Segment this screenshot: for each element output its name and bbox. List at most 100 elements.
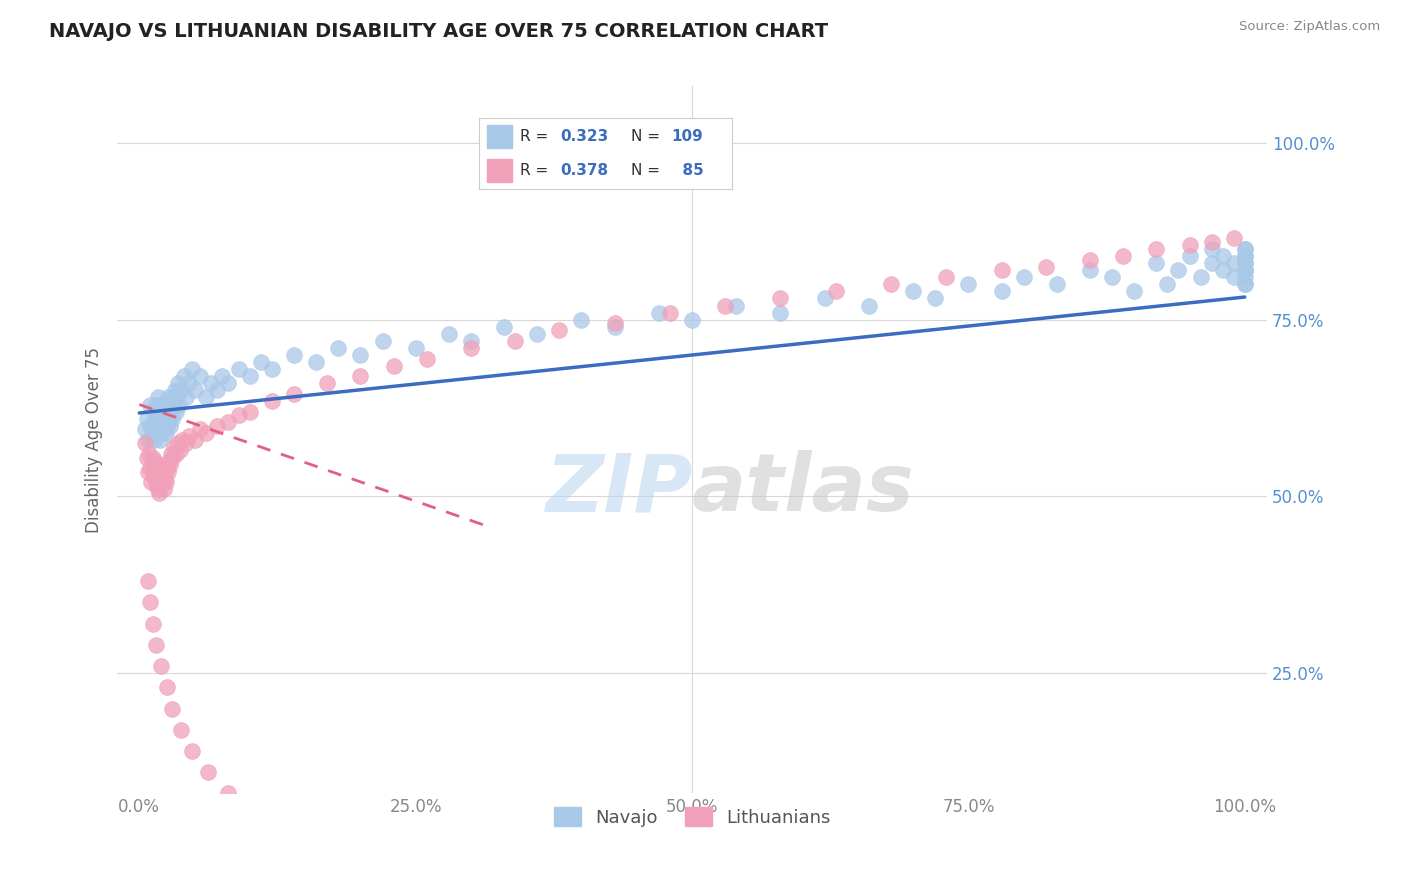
Point [1167, 263, 1189, 277]
Point [1046, 277, 1069, 292]
Text: NAVAJO VS LITHUANIAN DISABILITY AGE OVER 75 CORRELATION CHART: NAVAJO VS LITHUANIAN DISABILITY AGE OVER… [49, 22, 828, 41]
Point [172, 433, 194, 447]
Point [163, 384, 186, 398]
Point [205, 418, 228, 433]
Point [924, 292, 946, 306]
Point [526, 326, 548, 341]
Point [160, 447, 183, 461]
Point [142, 450, 165, 465]
Point [174, 436, 197, 450]
Point [1233, 256, 1256, 270]
Point [156, 681, 179, 695]
Point [194, 391, 217, 405]
Point [152, 425, 174, 440]
Point [136, 433, 159, 447]
Point [157, 411, 180, 425]
Point [305, 355, 328, 369]
Point [157, 391, 180, 405]
Point [769, 292, 792, 306]
Point [382, 359, 405, 373]
Point [159, 458, 181, 472]
Point [1233, 263, 1256, 277]
Point [142, 433, 165, 447]
Point [188, 422, 211, 436]
Point [145, 418, 167, 433]
Point [1233, 256, 1256, 270]
Point [725, 299, 748, 313]
Point [349, 348, 371, 362]
Point [1233, 249, 1256, 263]
Point [148, 418, 170, 433]
Point [990, 263, 1012, 277]
Point [1233, 242, 1256, 256]
Point [371, 334, 394, 348]
Point [571, 312, 593, 326]
Point [153, 411, 176, 425]
Point [177, 376, 200, 391]
Point [142, 465, 165, 479]
Point [156, 418, 179, 433]
Point [1212, 249, 1234, 263]
Point [146, 391, 169, 405]
Point [139, 418, 162, 433]
Point [149, 472, 172, 486]
Point [162, 411, 184, 425]
Point [146, 465, 169, 479]
Point [211, 369, 233, 384]
Point [150, 397, 173, 411]
Point [156, 461, 179, 475]
Point [603, 316, 626, 330]
Point [405, 341, 427, 355]
Point [416, 351, 439, 366]
Point [145, 461, 167, 475]
Point [162, 701, 184, 715]
Point [260, 362, 283, 376]
Point [183, 433, 205, 447]
Point [460, 334, 482, 348]
Point [437, 326, 460, 341]
Point [239, 807, 262, 822]
Point [162, 391, 184, 405]
Point [170, 384, 193, 398]
Point [146, 425, 169, 440]
Point [194, 425, 217, 440]
Point [153, 472, 176, 486]
Point [162, 440, 184, 454]
Point [157, 465, 180, 479]
Point [1201, 256, 1223, 270]
Point [143, 458, 166, 472]
Point [316, 376, 339, 391]
Text: Source: ZipAtlas.com: Source: ZipAtlas.com [1240, 20, 1381, 33]
Point [165, 447, 187, 461]
Point [250, 355, 273, 369]
Point [136, 574, 159, 589]
Point [200, 376, 222, 391]
Point [260, 394, 283, 409]
Point [197, 765, 219, 780]
Point [1156, 277, 1178, 292]
Point [1233, 263, 1256, 277]
Point [1035, 260, 1057, 274]
Point [1178, 249, 1201, 263]
Point [648, 305, 671, 319]
Point [1222, 256, 1244, 270]
Point [150, 418, 173, 433]
Point [167, 376, 190, 391]
Point [146, 468, 169, 483]
Point [155, 475, 177, 490]
Point [228, 362, 250, 376]
Point [990, 285, 1012, 299]
Point [349, 369, 371, 384]
Point [152, 418, 174, 433]
Point [138, 447, 160, 461]
Point [1189, 270, 1212, 285]
Point [283, 387, 305, 401]
Point [143, 411, 166, 425]
Point [149, 433, 172, 447]
Point [139, 397, 162, 411]
Point [494, 319, 516, 334]
Point [181, 362, 204, 376]
Point [460, 341, 482, 355]
Point [142, 404, 165, 418]
Point [1233, 263, 1256, 277]
